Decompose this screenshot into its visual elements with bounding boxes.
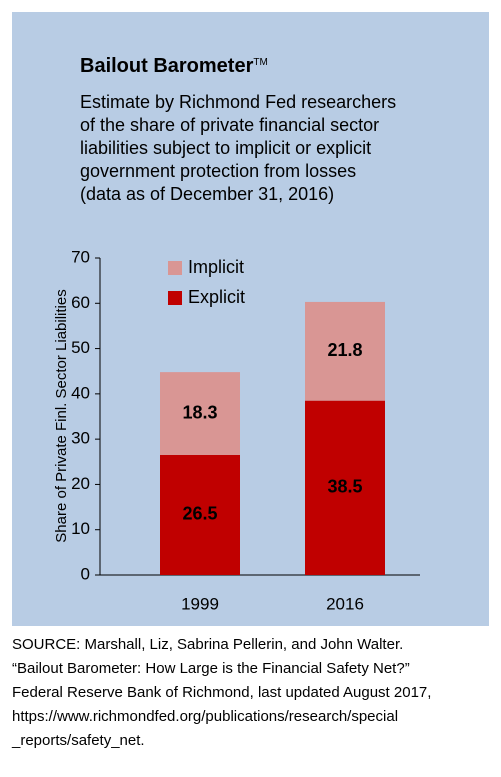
legend-label: Implicit [188, 257, 244, 277]
source-line: _reports/safety_net. [11, 732, 145, 749]
subtitle-line: (data as of December 31, 2016) [80, 184, 334, 204]
y-tick-label: 50 [71, 338, 90, 357]
y-tick-label: 70 [71, 247, 90, 266]
source-line: Federal Reserve Bank of Richmond, last u… [12, 684, 431, 701]
x-tick-label: 1999 [181, 594, 219, 613]
bar-segment [305, 400, 385, 575]
trademark: TM [253, 57, 267, 68]
source-line: SOURCE: Marshall, Liz, Sabrina Pellerin,… [12, 636, 403, 653]
value-label: 21.8 [327, 340, 362, 360]
legend-swatch [168, 291, 182, 305]
bar-segment [305, 301, 385, 401]
y-tick-label: 10 [71, 519, 90, 538]
source-line: “Bailout Barometer: How Large is the Fin… [12, 660, 410, 677]
y-tick-label: 40 [71, 383, 90, 402]
title-text: Bailout Barometer [80, 55, 254, 77]
bar-segment [160, 454, 240, 575]
subtitle-line: government protection from losses [80, 161, 356, 181]
subtitle-line: Estimate by Richmond Fed researchers [80, 92, 396, 112]
y-tick-label: 60 [71, 293, 90, 312]
panel [12, 12, 489, 626]
y-axis-label: Share of Private Finl. Sector Liabilitie… [53, 289, 70, 542]
bar-segment [160, 372, 240, 455]
x-tick-label: 2016 [326, 594, 364, 613]
subtitle-line: liabilities subject to implicit or expli… [80, 138, 371, 158]
value-label: 26.5 [182, 504, 217, 524]
value-label: 38.5 [327, 477, 362, 497]
y-tick-label: 0 [81, 564, 90, 583]
subtitle-line: of the share of private financial sector [80, 115, 379, 135]
y-tick-label: 20 [71, 474, 90, 493]
value-label: 18.3 [182, 402, 217, 422]
source-line: https://www.richmondfed.org/publications… [12, 708, 398, 725]
chart-title: Bailout BarometerTM [80, 55, 268, 77]
legend-label: Explicit [188, 287, 245, 307]
y-tick-label: 30 [71, 429, 90, 448]
legend-swatch [168, 261, 182, 275]
